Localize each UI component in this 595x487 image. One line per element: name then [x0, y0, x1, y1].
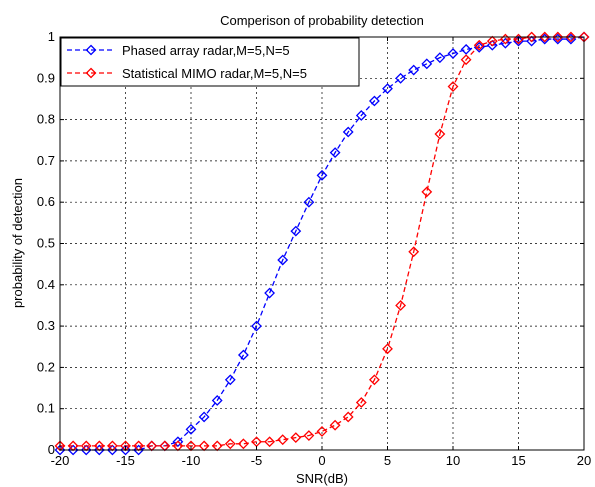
- x-tick-label: 0: [318, 453, 325, 468]
- data-point: [355, 397, 367, 408]
- data-point: [290, 225, 302, 237]
- data-point: [329, 147, 341, 159]
- x-tick-label: 20: [577, 453, 591, 468]
- data-point: [382, 83, 393, 95]
- axis-ticks: -20 -15 -10 -5 0 5 10 15 20 0 0.1 0.2 0.3 0.4 0.5 0.6 0.…: [37, 29, 591, 468]
- data-point: [368, 374, 380, 386]
- data-point: [316, 169, 328, 181]
- data-point: [434, 128, 446, 140]
- data-point: [237, 349, 249, 361]
- y-tick-label: 0.7: [37, 153, 55, 168]
- x-tick-label: -10: [182, 453, 201, 468]
- data-point: [408, 246, 420, 258]
- data-point: [382, 343, 393, 355]
- data-point: [67, 444, 79, 456]
- data-point: [447, 81, 459, 92]
- y-tick-label: 0.5: [37, 236, 55, 251]
- data-point: [185, 423, 197, 435]
- y-tick-label: 0.4: [37, 277, 55, 292]
- data-point: [565, 31, 577, 43]
- data-point: [120, 444, 131, 456]
- x-tick-label: -5: [251, 453, 263, 468]
- data-point: [277, 254, 289, 266]
- data-point: [408, 64, 420, 76]
- data-point: [264, 436, 276, 448]
- x-tick-label: 5: [384, 453, 391, 468]
- data-point: [434, 52, 446, 64]
- data-point: [106, 444, 118, 456]
- data-point: [133, 444, 145, 456]
- data-point: [486, 35, 498, 47]
- grid-lines: [60, 37, 584, 450]
- data-point: [473, 41, 485, 53]
- data-point: [473, 39, 485, 51]
- data-point: [329, 419, 341, 431]
- data-point: [264, 287, 276, 299]
- legend-box: [60, 37, 360, 87]
- data-point: [499, 37, 511, 49]
- data-point: [198, 411, 210, 423]
- y-axis-label: probability of detection: [10, 178, 25, 308]
- data-point: [290, 432, 302, 444]
- y-tick-label: 0.2: [37, 359, 55, 374]
- data-point: [237, 438, 249, 450]
- y-tick-label: 1: [48, 29, 55, 44]
- y-tick-label: 0.6: [37, 194, 55, 209]
- data-point: [460, 54, 472, 66]
- data-point: [526, 31, 538, 43]
- chart-title: Comperison of probability detection: [220, 13, 424, 28]
- data-point: [211, 395, 223, 406]
- y-tick-label: 0: [48, 442, 55, 457]
- x-tick-label: -20: [51, 453, 70, 468]
- data-point: [539, 31, 551, 43]
- data-point: [421, 186, 433, 198]
- data-point: [303, 196, 315, 208]
- data-point: [395, 72, 407, 84]
- y-tick-label: 0.3: [37, 318, 55, 333]
- y-tick-label: 0.1: [37, 401, 55, 416]
- data-point: [526, 35, 538, 47]
- data-point: [224, 374, 236, 386]
- data-point: [342, 126, 354, 138]
- data-point: [93, 444, 105, 456]
- legend-entries: Phased array radar,M=5,N=5 Statistical MI…: [67, 43, 307, 81]
- data-point: [316, 425, 328, 437]
- data-point: [80, 444, 92, 456]
- x-tick-label: 10: [446, 453, 460, 468]
- legend-label: Phased array radar,M=5,N=5: [122, 43, 290, 58]
- x-tick-label: -15: [116, 453, 135, 468]
- data-point: [54, 444, 66, 456]
- data-point: [513, 33, 524, 45]
- data-point: [303, 430, 315, 441]
- data-point: [251, 320, 262, 332]
- data-point: [277, 434, 289, 446]
- y-tick-label: 0.8: [37, 112, 55, 127]
- series-line: [60, 36, 585, 451]
- x-tick-label: 15: [511, 453, 525, 468]
- legend-label: Statistical MIMO radar,M=5,N=5: [122, 66, 307, 81]
- data-point: [355, 110, 367, 121]
- y-tick-label: 0.9: [37, 70, 55, 85]
- legend: Phased array radar,M=5,N=5 Statistical MI…: [60, 37, 360, 87]
- data-point: [421, 58, 433, 70]
- data-point: [368, 95, 380, 107]
- legend-diamond-marker: [85, 44, 97, 56]
- data-point: [460, 43, 472, 55]
- legend-entry-1: Phased array radar,M=5,N=5: [67, 43, 290, 58]
- legend-diamond-marker: [85, 67, 97, 79]
- x-axis-label: SNR(dB): [296, 471, 348, 486]
- data-point: [552, 31, 564, 43]
- data-point: [224, 438, 236, 450]
- data-point: [499, 33, 511, 45]
- data-point: [342, 411, 354, 423]
- legend-entry-2: Statistical MIMO radar,M=5,N=5: [67, 66, 307, 81]
- data-point: [447, 48, 459, 59]
- data-point: [172, 436, 184, 448]
- data-point: [486, 39, 498, 51]
- data-point: [395, 300, 407, 311]
